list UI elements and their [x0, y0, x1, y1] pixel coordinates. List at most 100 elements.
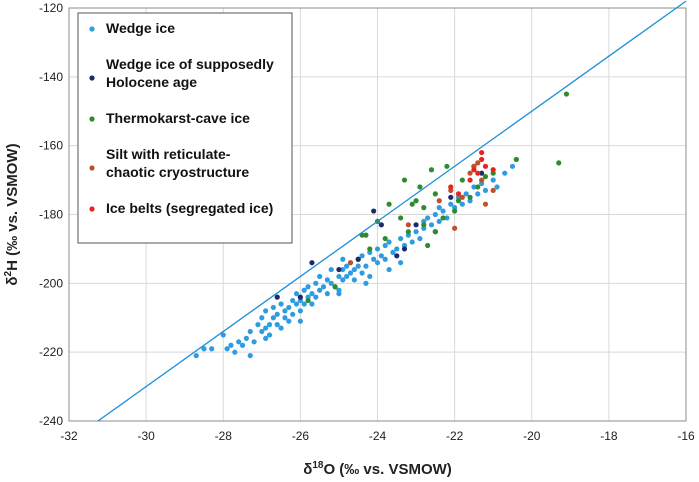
data-point	[297, 308, 303, 314]
data-point	[432, 229, 438, 235]
data-point	[247, 328, 253, 335]
x-tick-label: -26	[292, 429, 310, 443]
data-point	[270, 304, 276, 311]
legend-label: Thermokarst-cave ice	[106, 110, 250, 126]
data-point	[201, 346, 207, 352]
data-point	[452, 208, 458, 214]
data-point	[324, 277, 330, 283]
x-tick-label: -24	[369, 429, 387, 443]
data-point	[417, 184, 423, 190]
data-point	[467, 170, 473, 176]
data-point	[436, 218, 442, 224]
data-point	[556, 160, 562, 166]
data-point	[401, 177, 408, 183]
data-point	[494, 184, 500, 190]
data-point	[344, 273, 350, 280]
data-point	[490, 167, 496, 173]
legend-label: Silt with reticulate-chaotic cryostructu…	[106, 146, 249, 180]
data-point	[340, 256, 346, 262]
data-point	[417, 235, 423, 242]
data-point	[236, 339, 242, 345]
data-point	[440, 215, 446, 221]
data-point	[479, 170, 485, 176]
data-point	[455, 198, 462, 204]
legend-marker	[89, 116, 95, 122]
data-point	[490, 177, 496, 183]
data-point	[382, 242, 388, 249]
data-point	[220, 332, 226, 338]
data-point	[394, 253, 400, 259]
data-point	[347, 270, 354, 276]
data-point	[293, 301, 300, 307]
legend-item: Wedge ice	[89, 20, 175, 36]
data-point	[359, 270, 365, 276]
data-point	[413, 229, 419, 235]
data-point	[563, 91, 570, 97]
data-point	[313, 280, 319, 286]
data-point	[340, 277, 346, 283]
data-point	[394, 246, 400, 252]
x-axis-title-rest: O (‰ vs. VSMOW)	[323, 461, 451, 478]
data-point	[363, 232, 369, 238]
reference-line	[97, 0, 687, 422]
data-point	[463, 191, 469, 197]
data-point	[436, 205, 442, 211]
legend-label-line: chaotic cryostructure	[106, 164, 249, 180]
data-point	[448, 194, 454, 200]
data-point	[425, 215, 431, 221]
legend-label-line: Wedge ice	[106, 20, 175, 36]
data-point	[482, 201, 489, 207]
data-point	[382, 235, 388, 242]
data-point	[502, 170, 508, 176]
data-point	[297, 294, 303, 300]
data-point	[421, 222, 427, 228]
data-point	[301, 301, 307, 307]
data-point	[270, 315, 276, 321]
legend-label-line: Silt with reticulate-	[106, 146, 231, 162]
data-point	[475, 191, 481, 197]
y-tick-label: -240	[39, 414, 63, 428]
data-point	[317, 273, 323, 280]
y-tick-labels: -120 -140 -160 -180 -200 -220 -240	[39, 1, 63, 428]
data-point	[266, 322, 273, 328]
data-point	[428, 167, 435, 173]
data-point	[247, 353, 253, 359]
y-tick-label: -220	[39, 345, 63, 359]
data-point	[459, 201, 465, 207]
data-point	[436, 198, 442, 204]
data-point	[398, 260, 404, 266]
data-point	[259, 328, 265, 335]
data-point	[459, 177, 465, 183]
data-point	[286, 304, 292, 311]
data-point	[467, 194, 473, 200]
x-axis-title-superscript: 18	[312, 460, 324, 471]
series-silt-with-reticulate-chaotic-cryostructure	[347, 160, 496, 266]
data-point	[467, 177, 473, 183]
legend-item: Silt with reticulate-chaotic cryostructu…	[89, 146, 249, 180]
data-point	[290, 297, 296, 304]
legend-label-line: Holocene age	[106, 74, 197, 90]
data-point	[482, 187, 489, 194]
data-point	[421, 205, 427, 211]
y-axis-title-superscript: 2	[3, 270, 14, 276]
data-point	[471, 167, 477, 173]
data-point	[274, 294, 280, 300]
data-point	[455, 191, 462, 197]
data-point	[359, 253, 365, 259]
data-point	[313, 294, 319, 300]
data-point	[351, 277, 357, 283]
legend-label: Ice belts (segregated ice)	[106, 200, 273, 216]
legend-label: Wedge ice	[106, 20, 175, 36]
data-point	[347, 260, 354, 266]
data-point	[513, 156, 519, 163]
data-point	[475, 160, 481, 166]
data-point	[344, 263, 350, 269]
x-tick-label: -16	[677, 429, 695, 443]
y-axis-title-delta: δ	[4, 276, 21, 285]
data-point	[355, 263, 361, 269]
y-tick-label: -200	[39, 276, 63, 290]
data-point	[309, 291, 315, 297]
data-point	[413, 198, 419, 204]
y-tick-label: -180	[39, 208, 63, 222]
data-point	[405, 229, 411, 235]
